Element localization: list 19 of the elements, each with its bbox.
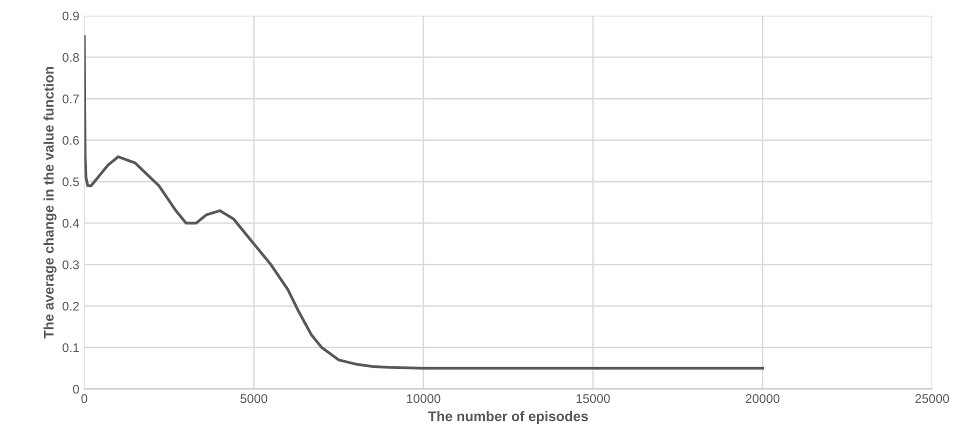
y-tick-label: 0.8 xyxy=(62,53,79,62)
x-tick-label: 10000 xyxy=(407,394,440,403)
x-tick-label: 25000 xyxy=(915,394,950,403)
x-tick-label: 15000 xyxy=(576,394,610,403)
x-tick-label: 20000 xyxy=(746,394,780,403)
x-tick-label: 5000 xyxy=(240,394,268,403)
line-series xyxy=(84,35,764,370)
y-tick-label: 0 xyxy=(72,384,79,394)
y-tick-label: 0.2 xyxy=(62,302,79,311)
y-tick-label: 0.9 xyxy=(62,12,79,20)
y-tick-label: 0.1 xyxy=(62,343,79,352)
y-tick-label: 0.7 xyxy=(62,94,79,104)
y-axis-title: The average change in the value function xyxy=(44,66,57,338)
y-tick-label: 0.6 xyxy=(62,136,79,145)
y-tick-label: 0.5 xyxy=(62,177,79,186)
x-axis-title: The number of episodes xyxy=(428,411,588,424)
y-tick-label: 0.4 xyxy=(62,218,80,228)
x-tick-label: 0 xyxy=(81,394,88,403)
y-tick-label: 0.3 xyxy=(62,260,79,270)
